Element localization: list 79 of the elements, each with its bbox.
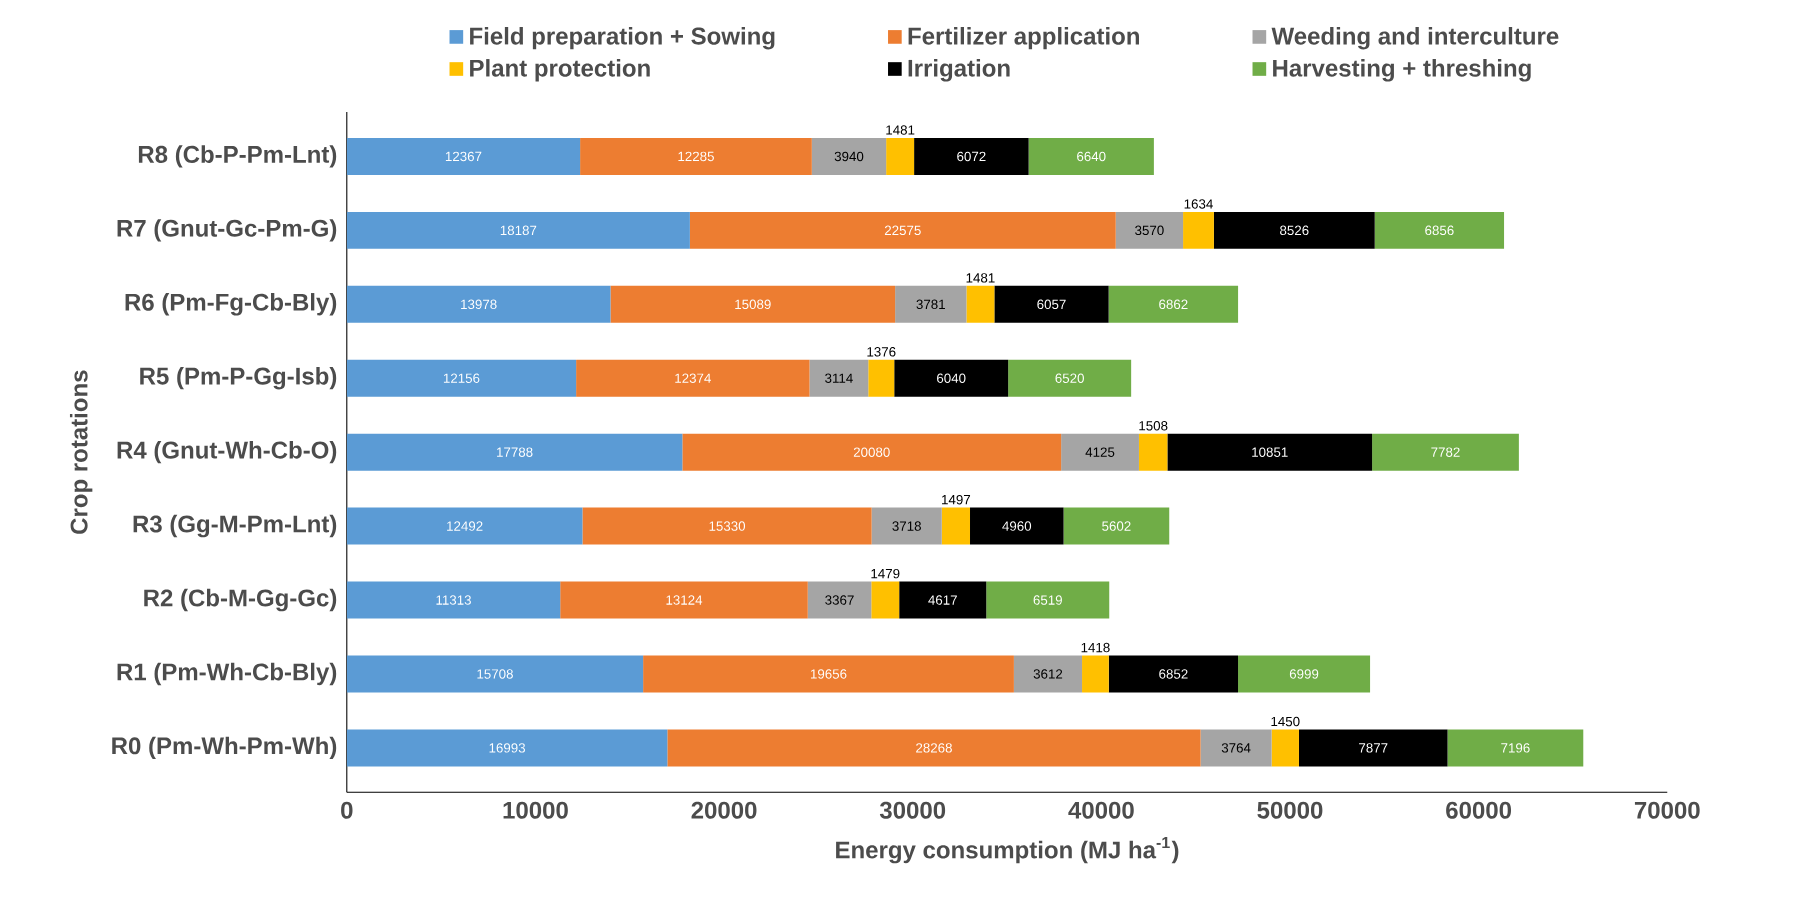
- legend-label: Harvesting + threshing: [1273, 58, 1531, 82]
- bar: [1108, 285, 1239, 323]
- bar: [970, 507, 1064, 545]
- y-tick-label: R1 (Pm-Wh-Cb-Bly): [117, 662, 337, 686]
- x-axis-title: Energy consumption (MJ ha$^{-1}$): [836, 836, 1179, 864]
- bar: [576, 359, 810, 397]
- bar: [580, 137, 812, 175]
- bar: [868, 359, 895, 397]
- bar: [346, 655, 644, 693]
- x-tick-label: 40000: [1068, 801, 1134, 819]
- bar: [346, 285, 611, 323]
- bar: [560, 581, 808, 619]
- bar: [1374, 211, 1505, 249]
- bar: [346, 137, 581, 175]
- bar: [1028, 137, 1154, 175]
- bar: [1447, 729, 1584, 767]
- bar: [886, 137, 915, 175]
- bar: [1183, 211, 1214, 249]
- legend-label: Weeding and interculture: [1271, 26, 1559, 50]
- y-tick-label: R2 (Cb-M-Gg-Gc): [144, 588, 337, 612]
- bar: [1298, 729, 1448, 767]
- bar: [941, 507, 971, 545]
- bar: [871, 581, 900, 619]
- bar: [811, 137, 887, 175]
- x-tick-label: 20000: [691, 801, 757, 819]
- bar: [1271, 729, 1299, 767]
- x-tick-label: 30000: [879, 801, 946, 819]
- bar: [1008, 359, 1132, 397]
- bar: [346, 359, 577, 397]
- bar: [809, 359, 869, 397]
- bar: [807, 581, 872, 619]
- y-tick-label: R6 (Pm-Fg-Cb-Bly): [125, 292, 337, 316]
- bar: [871, 507, 942, 545]
- bar: [346, 433, 683, 471]
- x-tick-label: 50000: [1257, 801, 1323, 819]
- bar: [346, 507, 583, 545]
- y-axis-title: Crop rotations: [69, 370, 93, 534]
- bar: [986, 581, 1110, 619]
- bar: [667, 729, 1201, 767]
- bar: [689, 211, 1116, 249]
- bar: [346, 581, 561, 619]
- bar: [895, 285, 967, 323]
- bar: [1167, 433, 1373, 471]
- x-tick-label: 70000: [1634, 801, 1700, 819]
- bar: [1213, 211, 1375, 249]
- legend-label: Fertilizer application: [908, 26, 1139, 50]
- bar: [1115, 211, 1184, 249]
- bar: [1013, 655, 1083, 693]
- bar: [1138, 433, 1168, 471]
- y-tick-label: R5 (Pm-P-Gg-Isb): [140, 366, 337, 390]
- bar: [682, 433, 1062, 471]
- y-tick-label: R8 (Cb-P-Pm-Lnt): [138, 145, 337, 168]
- bar: [894, 359, 1009, 397]
- bar: [994, 285, 1109, 323]
- x-tick-label: 60000: [1446, 801, 1512, 819]
- y-tick-label: R3 (Gg-M-Pm-Lnt): [133, 514, 337, 538]
- legend-label: Field preparation + Sowing: [470, 26, 775, 50]
- x-tick-label: 0: [341, 801, 353, 819]
- bar: [1238, 655, 1371, 693]
- bar: [966, 285, 995, 323]
- bar: [610, 285, 896, 323]
- y-tick-label: R7 (Gnut-Gc-Pm-G): [117, 219, 337, 242]
- bar: [346, 211, 690, 249]
- y-tick-label: R0 (Pm-Wh-Pm-Wh): [112, 736, 337, 759]
- bar: [914, 137, 1029, 175]
- bar: [1108, 655, 1239, 693]
- bar: [582, 507, 872, 545]
- legend-label: Plant protection: [470, 58, 650, 82]
- bar: [1063, 507, 1170, 545]
- bar: [899, 581, 987, 619]
- y-tick-label: R4 (Gnut-Wh-Cb-O): [117, 440, 337, 464]
- legend-label: Irrigation: [908, 58, 1010, 82]
- bar: [1372, 433, 1519, 471]
- bar: [1082, 655, 1109, 693]
- bar: [643, 655, 1014, 693]
- bar: [346, 729, 668, 767]
- bar: [1061, 433, 1139, 471]
- bar: [1200, 729, 1272, 767]
- x-tick-label: 10000: [503, 801, 568, 819]
